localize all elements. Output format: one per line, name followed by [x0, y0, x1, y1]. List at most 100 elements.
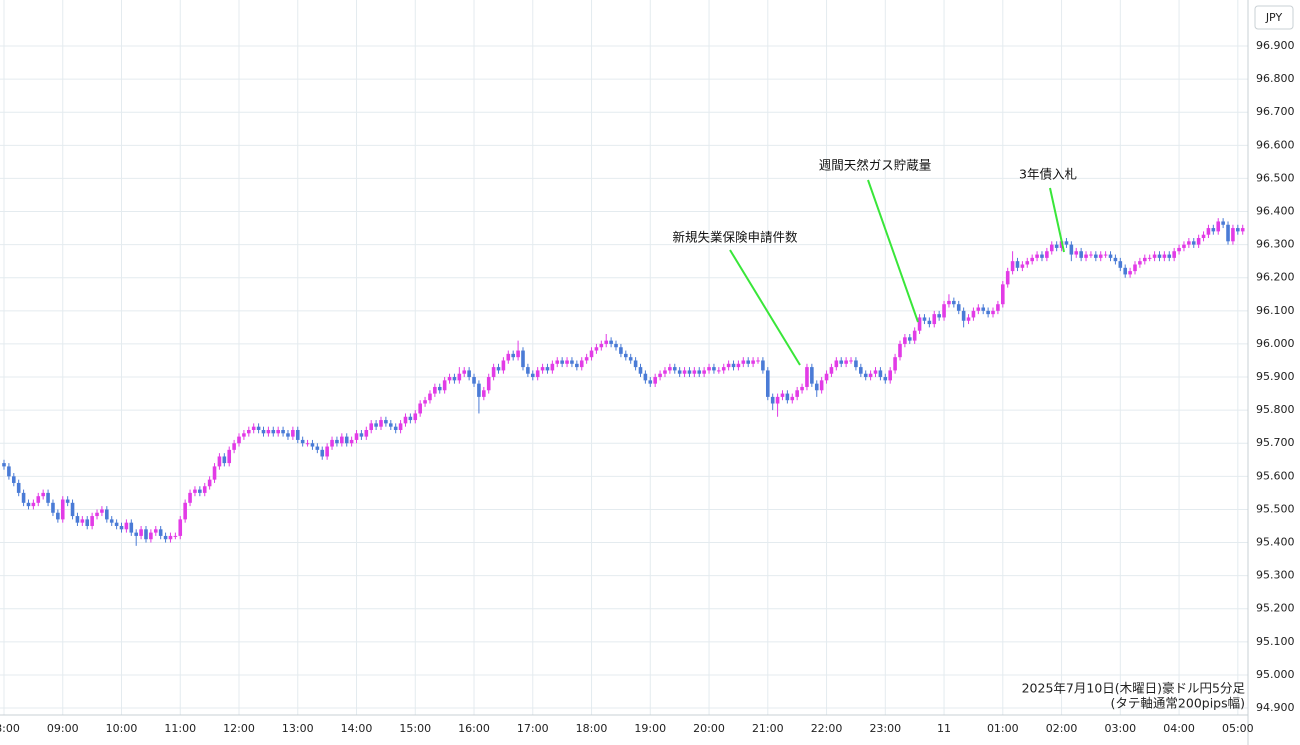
candle-body [1152, 254, 1157, 258]
candle-body [937, 314, 941, 318]
candle-body [256, 426, 261, 430]
candle-body [530, 373, 535, 378]
candle-body [1236, 228, 1240, 232]
candle-body [653, 377, 657, 384]
candle-body [129, 522, 134, 533]
candle-body [511, 353, 515, 358]
candle-body [1177, 247, 1181, 252]
candles [2, 218, 1245, 546]
candle-body [310, 443, 315, 447]
x-tick-label: 20:00 [693, 722, 725, 735]
candle-body [1113, 257, 1118, 262]
candle-body [628, 357, 633, 361]
candle-body [1074, 251, 1079, 255]
candle-body [1040, 254, 1044, 258]
candle-body [305, 443, 310, 445]
candle-body [584, 357, 589, 361]
candle-body [56, 512, 60, 520]
candle-body [898, 343, 902, 358]
x-tick-label: 10:00 [106, 722, 138, 735]
candle-body [516, 350, 520, 358]
candle-body [535, 370, 540, 378]
candle-body [139, 529, 143, 536]
candle-body [668, 367, 672, 371]
candle-body [810, 367, 814, 384]
candle-body [1049, 244, 1054, 252]
annotation: 3年債入札 [1019, 167, 1077, 182]
x-tick-label: 02:00 [1046, 722, 1078, 735]
candle-body [658, 373, 662, 378]
candle-body [388, 423, 393, 427]
candle-body [736, 363, 741, 368]
candle-body [70, 502, 75, 517]
candle-body [26, 502, 31, 507]
x-tick-label: 15:00 [399, 722, 431, 735]
annotation: 新規失業保険申請件数 [672, 230, 798, 245]
candle-body [854, 360, 858, 368]
grid [0, 0, 1248, 715]
candle-body [271, 429, 276, 434]
candle-body [1054, 244, 1059, 248]
candle-body [687, 370, 692, 374]
candle-body [1157, 254, 1162, 258]
candle-body [917, 317, 922, 331]
candle-body [31, 502, 36, 507]
candle-body [633, 360, 638, 368]
candle-body [202, 486, 207, 493]
candle-body [335, 439, 339, 444]
candle-body [173, 535, 178, 537]
candle-body [90, 516, 94, 526]
candle-body [1206, 228, 1211, 235]
y-tick-label: 95.000 [1256, 668, 1295, 681]
candle-body [16, 482, 21, 493]
candle-body [859, 367, 863, 374]
candle-body [751, 360, 755, 364]
candle-body [75, 516, 80, 523]
candle-body [726, 363, 731, 368]
annotation: 週間天然ガス貯蔵量 [819, 158, 932, 173]
candle-body [1147, 257, 1152, 259]
candle-body [144, 529, 148, 540]
candle-body [300, 439, 305, 444]
candle-body [604, 340, 609, 344]
candle-body [413, 413, 418, 421]
candle-body [124, 522, 129, 530]
candle-body [359, 433, 364, 437]
candle-body [800, 386, 804, 391]
candle-body [648, 380, 653, 384]
candle-body [1103, 254, 1108, 256]
candle-body [295, 429, 300, 440]
candle-body [158, 529, 163, 536]
candle-body [403, 416, 408, 424]
y-tick-label: 95.100 [1256, 635, 1295, 648]
candle-body [178, 519, 183, 536]
candle-body [2, 463, 6, 467]
candle-body [1201, 234, 1206, 239]
candle-body [526, 367, 530, 374]
x-tick-label: 11:00 [164, 722, 196, 735]
candle-body [433, 386, 437, 394]
candle-body [702, 370, 706, 374]
candle-body [1162, 254, 1167, 258]
x-tick-label: 08:00 [0, 722, 20, 735]
candle-body [756, 360, 760, 362]
candle-body [1020, 264, 1025, 268]
candle-body [51, 502, 55, 513]
candle-body [1030, 257, 1034, 262]
x-tick-label: 23:00 [869, 722, 901, 735]
candle-body [1142, 257, 1147, 262]
x-tick-label: 19:00 [634, 722, 666, 735]
candle-body [996, 304, 1000, 311]
candle-body [276, 429, 280, 434]
candle-body [188, 492, 192, 503]
candle-body [981, 307, 986, 311]
candle-body [7, 466, 11, 477]
candle-body [1187, 241, 1191, 245]
candle-body [663, 370, 667, 374]
candle-body [153, 529, 158, 533]
candle-body [149, 532, 153, 540]
candle-body [1025, 261, 1030, 265]
x-tick-label: 14:00 [341, 722, 373, 735]
y-tick-label: 94.900 [1256, 701, 1295, 714]
